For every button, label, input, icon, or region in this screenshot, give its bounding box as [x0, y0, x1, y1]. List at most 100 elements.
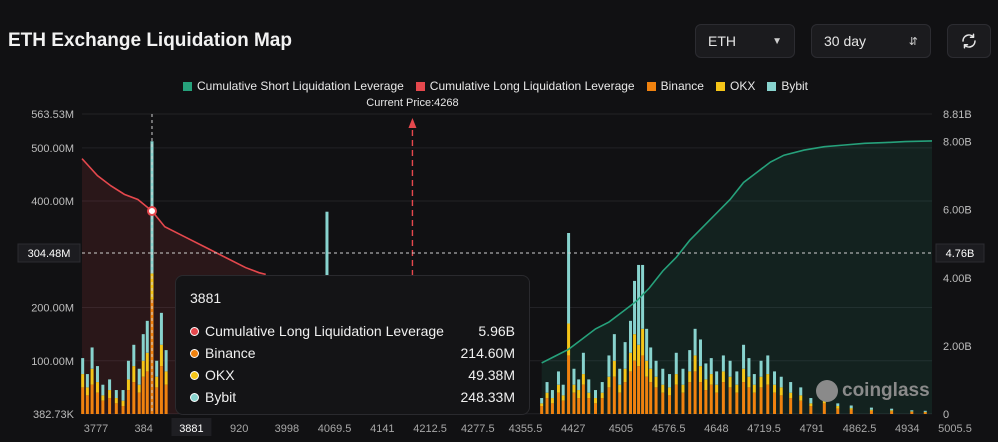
legend-item[interactable]: Cumulative Long Liquidation Leverage: [415, 79, 635, 93]
tooltip-row-value: 49.38M: [468, 367, 515, 383]
tooltip-title: 3881: [190, 290, 222, 306]
binance-bar: [607, 387, 611, 414]
binance-bar: [623, 382, 627, 414]
x-axis-tick-label: 4427: [561, 423, 585, 435]
coin-select[interactable]: ETH ▼: [695, 24, 795, 58]
left-axis-tick-label: 400.00M: [31, 196, 74, 208]
binance-bar: [654, 387, 658, 414]
binance-bar: [688, 382, 692, 414]
legend-item[interactable]: Cumulative Short Liquidation Leverage: [183, 79, 404, 93]
okx-bar: [155, 376, 159, 388]
bybit-bar: [145, 320, 149, 353]
bybit-bar: [126, 360, 130, 380]
binance-bar: [766, 384, 770, 414]
x-axis-tick-label: 4791: [800, 423, 824, 435]
okx-bar: [600, 392, 604, 399]
binance-bar: [836, 408, 840, 414]
okx-bar: [108, 390, 112, 399]
x-axis-tick-label: 3998: [275, 423, 299, 435]
right-axis-tick-label: 8.00B: [943, 137, 972, 149]
binance-bar: [890, 411, 894, 414]
binance-bar: [704, 390, 708, 414]
okx-bar: [587, 392, 591, 399]
legend-item[interactable]: Bybit: [767, 79, 808, 93]
okx-bar: [581, 374, 585, 385]
binance-bar: [721, 382, 725, 414]
bybit-bar: [836, 403, 840, 407]
legend-swatch: [183, 81, 192, 91]
coinglass-watermark: coinglass: [816, 380, 930, 402]
legend-item[interactable]: OKX: [715, 79, 756, 93]
right-axis-tick-label: 2.00B: [943, 341, 972, 353]
period-select-value: 30 day: [824, 33, 867, 49]
bybit-bar: [779, 376, 783, 388]
bybit-bar: [581, 352, 585, 375]
okx-bar: [623, 368, 627, 383]
okx-bar: [836, 406, 840, 409]
okx-bar: [735, 384, 739, 393]
okx-bar: [81, 374, 85, 388]
okx-bar: [709, 374, 713, 385]
legend-label: Binance: [660, 79, 704, 93]
series-dot: [190, 326, 199, 336]
x-axis-tick-label: 3777: [84, 423, 108, 435]
binance-bar: [95, 392, 99, 414]
binance-bar: [159, 366, 163, 414]
tooltip-row: Binance 214.60M: [190, 342, 515, 364]
bybit-bar: [709, 358, 713, 375]
okx-bar: [121, 400, 125, 407]
cumulative-short-line: [541, 140, 933, 364]
okx-bar: [747, 376, 751, 388]
binance-bar: [849, 409, 853, 414]
binance-bar: [540, 406, 544, 414]
legend-label: OKX: [729, 79, 756, 93]
binance-bar: [618, 392, 622, 414]
okx-bar: [809, 403, 813, 407]
okx-bar: [607, 376, 611, 388]
okx-bar: [789, 392, 793, 399]
bybit-bar: [132, 344, 136, 367]
bybit-bar: [155, 360, 159, 377]
okx-bar: [721, 371, 725, 383]
binance-bar: [628, 371, 632, 414]
bybit-bar: [789, 382, 793, 393]
legend-swatch: [715, 81, 725, 91]
bybit-bar: [698, 339, 702, 367]
x-axis-tick-label: 4648: [704, 423, 728, 435]
refresh-button[interactable]: [947, 24, 991, 58]
bybit-bar: [121, 390, 125, 401]
left-axis-tick-label: 382.73K: [33, 409, 75, 421]
bybit-bar: [550, 390, 554, 399]
bybit-bar: [612, 334, 616, 361]
series-dot: [190, 348, 199, 358]
current-price-arrow-icon: [408, 118, 417, 128]
binance-bar: [752, 392, 756, 414]
bybit-bar: [704, 363, 708, 380]
left-crosshair-label: 304.48M: [28, 248, 71, 260]
okx-bar: [728, 376, 732, 388]
bybit-bar: [747, 358, 751, 377]
okx-bar: [132, 366, 136, 383]
okx-bar: [95, 382, 99, 393]
okx-bar: [114, 398, 118, 404]
legend-item[interactable]: Binance: [646, 79, 704, 93]
bybit-bar: [637, 264, 641, 345]
left-axis-tick-label: 563.53M: [31, 109, 74, 121]
okx-bar: [141, 360, 145, 377]
current-price-label: Current Price:4268: [366, 97, 458, 109]
binance-bar: [742, 382, 746, 414]
okx-bar: [869, 409, 873, 411]
x-axis-tick-label: 4505: [609, 423, 633, 435]
x-axis-tick-label: 4069.5: [318, 423, 352, 435]
legend-swatch: [767, 81, 777, 91]
binance-bar: [661, 392, 665, 414]
okx-bar: [540, 403, 544, 407]
bybit-bar: [561, 384, 565, 396]
period-select[interactable]: 30 day ⇵: [811, 24, 931, 58]
binance-bar: [561, 400, 565, 414]
okx-bar: [577, 390, 581, 399]
bybit-bar: [137, 368, 141, 385]
bybit-bar: [681, 368, 685, 385]
bybit-bar: [545, 382, 549, 393]
